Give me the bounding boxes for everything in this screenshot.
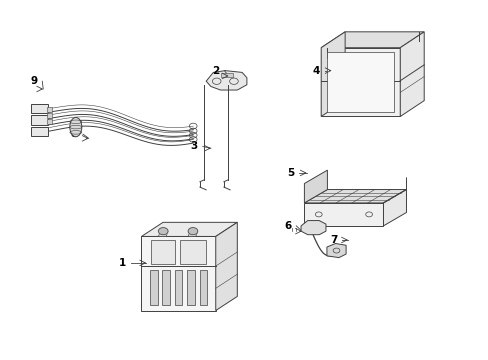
- Polygon shape: [158, 231, 168, 237]
- Polygon shape: [304, 170, 327, 203]
- Ellipse shape: [70, 117, 81, 137]
- Polygon shape: [321, 32, 345, 117]
- Polygon shape: [321, 32, 424, 48]
- Text: 4: 4: [312, 66, 320, 76]
- Polygon shape: [47, 119, 52, 124]
- Polygon shape: [31, 116, 48, 125]
- Polygon shape: [162, 270, 170, 305]
- Polygon shape: [31, 104, 48, 113]
- Polygon shape: [141, 222, 237, 237]
- Polygon shape: [31, 127, 48, 136]
- Polygon shape: [150, 270, 157, 305]
- Polygon shape: [220, 73, 232, 77]
- Polygon shape: [304, 189, 406, 203]
- Polygon shape: [206, 71, 246, 90]
- Polygon shape: [174, 270, 182, 305]
- Text: 1: 1: [119, 258, 126, 268]
- Circle shape: [158, 228, 168, 235]
- Polygon shape: [188, 231, 197, 237]
- Polygon shape: [151, 240, 175, 264]
- Polygon shape: [383, 189, 406, 226]
- Polygon shape: [187, 270, 194, 305]
- Polygon shape: [215, 222, 237, 311]
- Polygon shape: [199, 270, 207, 305]
- Text: 9: 9: [30, 76, 37, 86]
- Polygon shape: [141, 237, 215, 311]
- Text: 8: 8: [71, 129, 78, 139]
- Polygon shape: [399, 32, 424, 117]
- Polygon shape: [301, 221, 325, 235]
- Text: 3: 3: [190, 141, 198, 152]
- Polygon shape: [47, 113, 52, 118]
- Polygon shape: [321, 48, 399, 117]
- Text: 6: 6: [284, 221, 291, 231]
- Polygon shape: [326, 243, 346, 258]
- Circle shape: [188, 228, 197, 235]
- Polygon shape: [326, 52, 394, 112]
- Text: 7: 7: [329, 235, 337, 245]
- Polygon shape: [304, 203, 383, 226]
- Text: 2: 2: [212, 66, 219, 76]
- Text: 5: 5: [286, 168, 293, 178]
- Polygon shape: [180, 240, 206, 264]
- Polygon shape: [47, 107, 52, 112]
